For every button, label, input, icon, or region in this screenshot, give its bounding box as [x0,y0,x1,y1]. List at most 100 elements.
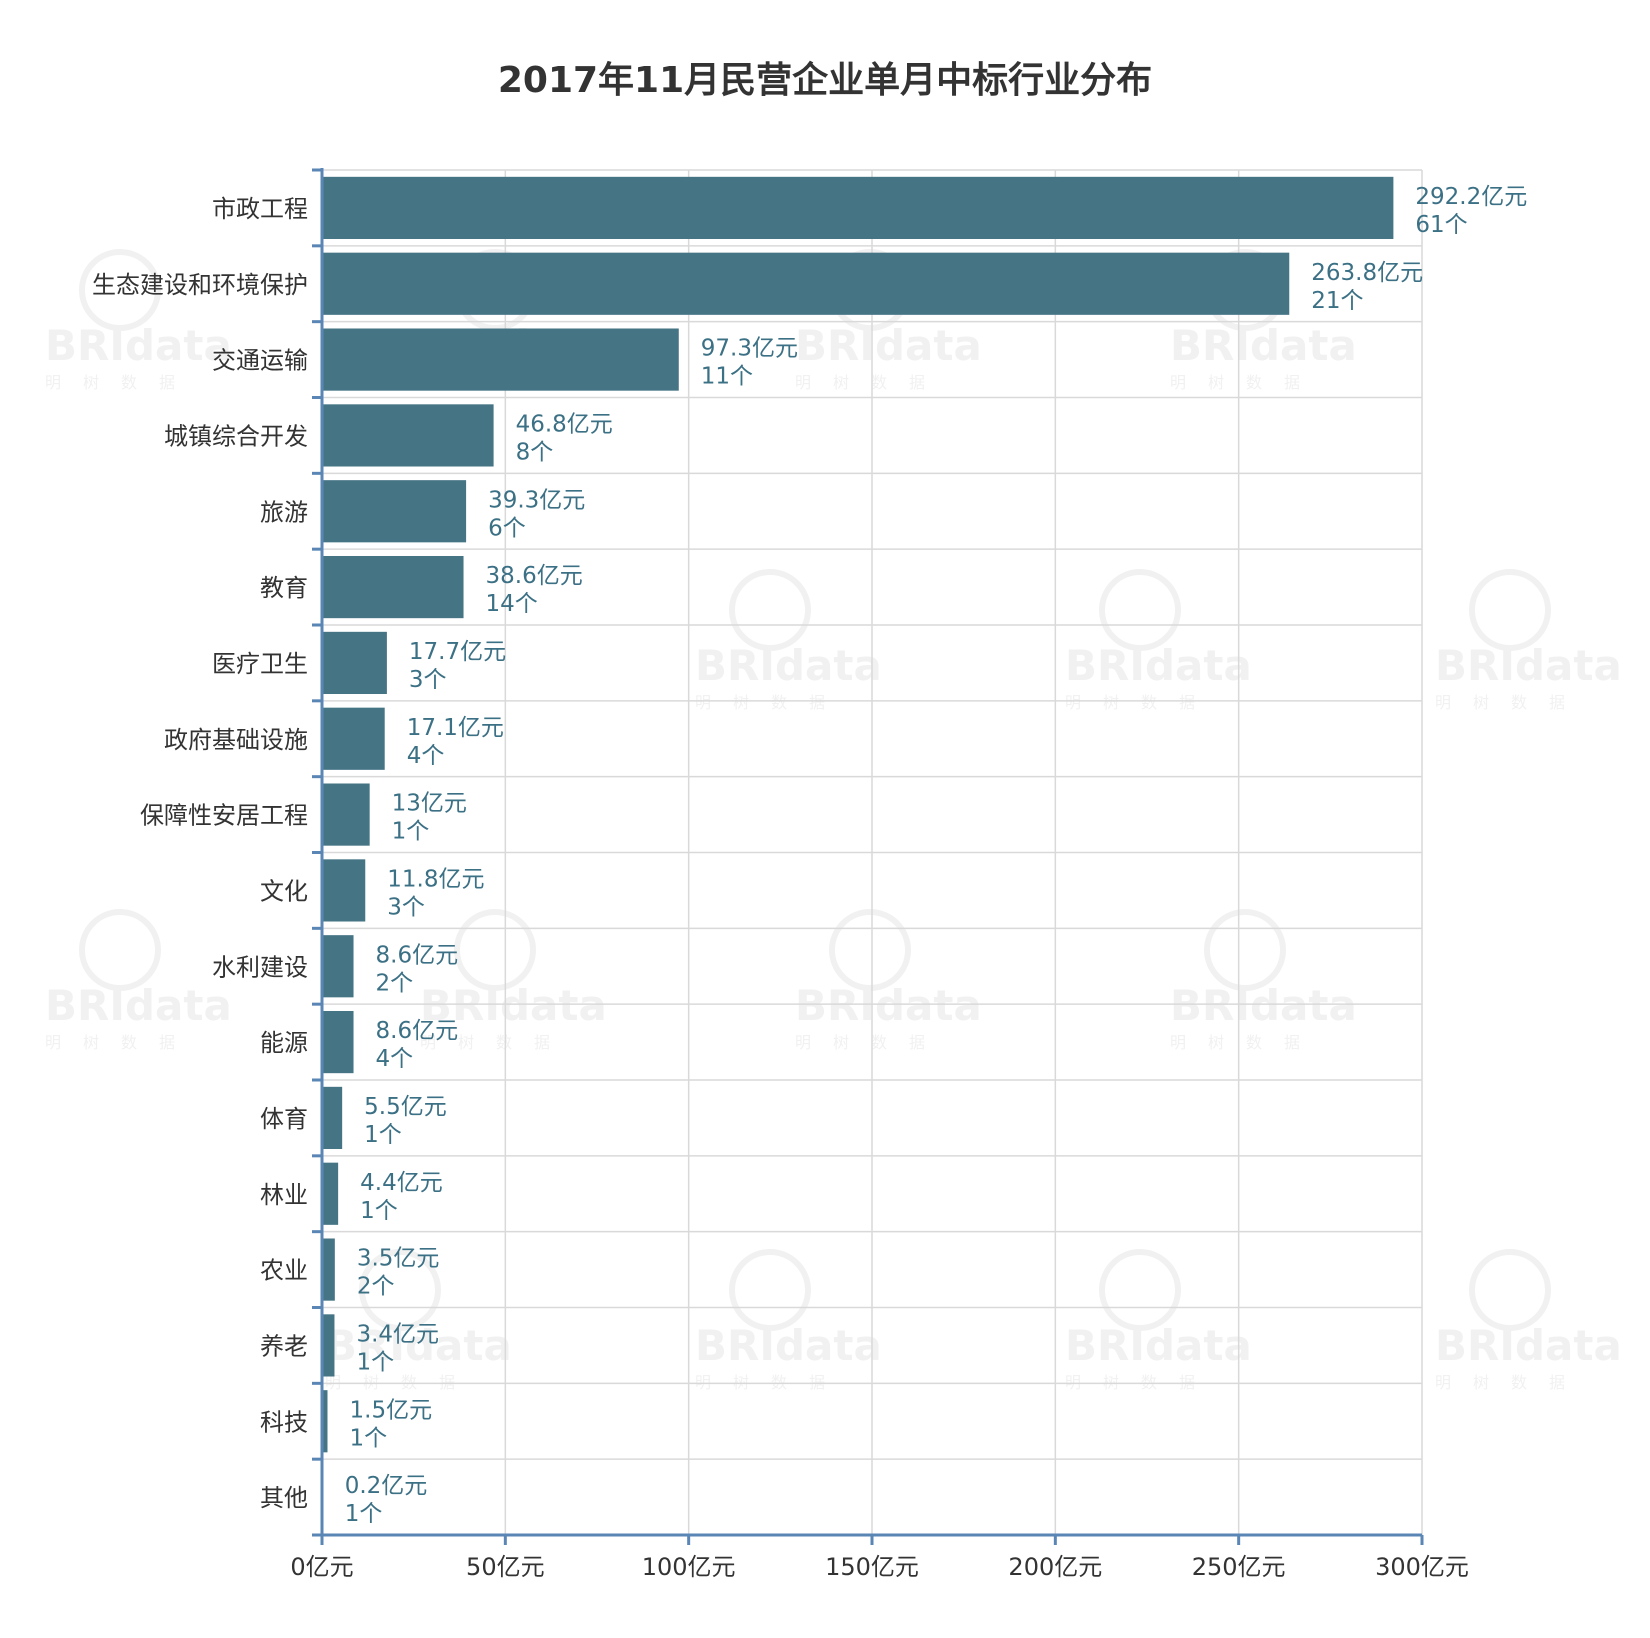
watermark-subtext: 明树数据 [1065,1373,1217,1392]
count-label: 4个 [407,743,445,769]
count-label: 61个 [1415,212,1467,238]
watermark: BRIdata 明树数据 [695,1249,882,1392]
x-tick-label: 300亿元 [1375,1553,1469,1581]
x-tick-label: 50亿元 [466,1553,545,1581]
watermark-subtext: 明树数据 [795,373,947,392]
bar [322,859,366,922]
category-label: 交通运输 [212,347,308,375]
category-label: 林业 [260,1181,308,1209]
watermark-emblem [729,1249,811,1331]
watermark-text: BRIdata [795,321,982,370]
category-label: 旅游 [260,498,308,526]
watermark-emblem [829,909,911,991]
category-label: 保障性安居工程 [140,802,308,830]
watermark: BRIdata 明树数据 [45,909,232,1052]
value-label: 4.4亿元 [360,1170,443,1196]
count-label: 1个 [392,819,430,845]
count-label: 1个 [360,1198,398,1224]
watermark-subtext: 明树数据 [1435,693,1587,712]
axes [312,168,1424,1545]
watermark: BRIdata 明树数据 [1065,1249,1252,1392]
value-label: 39.3亿元 [488,487,585,513]
watermark-emblem [729,569,811,651]
watermark-subtext: 明树数据 [1065,693,1217,712]
watermark-subtext: 明树数据 [1170,1033,1322,1052]
x-tick-label: 150亿元 [825,1553,919,1581]
category-label: 科技 [260,1408,308,1436]
watermark-subtext: 明树数据 [695,693,847,712]
value-label: 17.1亿元 [407,715,504,741]
watermark-subtext: 明树数据 [45,373,197,392]
watermark: BRIdata 明树数据 [1435,1249,1622,1392]
value-label: 3.4亿元 [356,1321,439,1347]
category-label: 医疗卫生 [212,650,308,678]
value-label: 5.5亿元 [364,1094,447,1120]
bar [322,480,467,543]
watermark-emblem [359,1249,441,1331]
watermark-text: BRIdata [45,321,232,370]
bar [322,935,354,998]
count-label: 4个 [376,1046,414,1072]
bar [322,631,387,695]
category-label: 农业 [260,1257,308,1285]
watermark-emblem [454,909,536,991]
category-label: 教育 [260,574,308,602]
watermark: BRIdata 明树数据 [1065,569,1252,712]
watermark-text: BRIdata [795,981,982,1030]
count-label: 1个 [356,1349,394,1375]
category-label: 生态建设和环境保护 [92,271,308,299]
category-label: 城镇综合开发 [164,422,308,450]
category-label: 水利建设 [212,953,308,981]
category-label: 其他 [260,1484,308,1512]
watermark: BRIdata 明树数据 [420,909,607,1052]
count-label: 8个 [516,439,554,465]
watermark-subtext: 明树数据 [695,1373,847,1392]
bar [322,1314,335,1377]
count-label: 21个 [1311,288,1363,314]
watermark: BRIdata 明树数据 [1170,909,1357,1052]
count-label: 2个 [376,970,414,996]
watermark-emblem [1469,1249,1551,1331]
bar [322,1238,335,1301]
watermark: BRIdata 明树数据 [325,1249,512,1392]
x-tick-label: 250亿元 [1192,1553,1286,1581]
bar [322,404,494,467]
watermark-subtext: 明树数据 [420,1033,572,1052]
bar [322,1010,354,1074]
watermark-text: BRIdata [695,641,882,690]
chart-title: 2017年11月民营企业单月中标行业分布 [498,59,1152,101]
watermark-text: BRIdata [695,1321,882,1370]
value-label: 1.5亿元 [350,1397,433,1423]
count-label: 11个 [701,364,753,390]
watermark-subtext: 明树数据 [1435,1373,1587,1392]
watermark-text: BRIdata [1435,1321,1622,1370]
value-label: 8.6亿元 [376,1018,459,1044]
grid-lines [321,169,1423,1536]
value-label: 263.8亿元 [1311,260,1423,286]
bar [322,1390,328,1453]
watermark: BRIdata 明树数据 [795,909,982,1052]
category-label: 政府基础设施 [164,726,308,754]
count-label: 3个 [387,894,425,920]
watermark-text: BRIdata [1435,641,1622,690]
watermark: BRIdata 明树数据 [695,569,882,712]
category-label: 市政工程 [212,195,308,223]
bar [322,1086,343,1150]
x-tick-label: 200亿元 [1008,1553,1102,1581]
watermark-subtext: 明树数据 [45,1033,197,1052]
value-label: 13亿元 [392,791,467,817]
watermark-emblem [1099,569,1181,651]
bar [322,707,385,770]
watermark-subtext: 明树数据 [325,1373,477,1392]
x-tick-labels: 0亿元 50亿元 100亿元 150亿元 200亿元 250亿元 300亿元 [290,1553,1469,1581]
category-label: 文化 [260,877,308,905]
category-labels: 市政工程生态建设和环境保护交通运输城镇综合开发旅游教育医疗卫生政府基础设施保障性… [92,195,308,1512]
bar [322,555,464,619]
value-label: 17.7亿元 [409,639,506,665]
count-label: 6个 [488,515,526,541]
watermark-text: BRIdata [45,981,232,1030]
value-label: 46.8亿元 [516,411,613,437]
value-label: 38.6亿元 [486,563,583,589]
count-label: 1个 [345,1501,383,1527]
